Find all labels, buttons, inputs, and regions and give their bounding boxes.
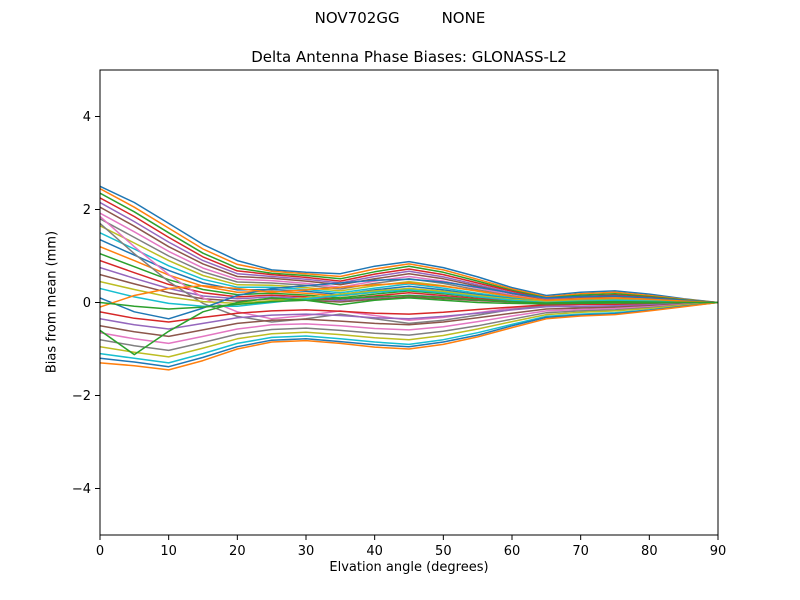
chart-line-line-20	[100, 287, 718, 307]
y-tick-label: 0	[83, 296, 91, 311]
chart-line-line-25	[100, 301, 718, 330]
x-tick-label: 70	[572, 544, 589, 559]
y-tick-label: −4	[72, 482, 91, 497]
chart-line-line-05	[100, 201, 718, 304]
chart-line-line-24	[100, 301, 718, 323]
chart-lines	[100, 185, 718, 371]
x-axis-label: Elvation angle (degrees)	[329, 560, 489, 575]
chart-line-line-31	[100, 301, 718, 368]
chart-line-line-30	[100, 301, 718, 364]
chart-line-line-33	[100, 297, 718, 356]
x-tick-label: 10	[160, 544, 177, 559]
chart-line-line-28	[100, 301, 718, 352]
chart-line-line-02	[100, 187, 718, 304]
figure-title-model: NOV702GG	[314, 9, 400, 27]
chart-line-line-32	[100, 301, 718, 371]
x-tick-label: 20	[229, 544, 246, 559]
chart-line-line-03	[100, 192, 718, 304]
chart-line-line-23	[100, 294, 718, 310]
figure-title-type: NONE	[441, 9, 486, 27]
x-tick-label: 60	[504, 544, 521, 559]
chart-line-line-06	[100, 206, 718, 304]
chart-title: Delta Antenna Phase Biases: GLONASS-L2	[251, 48, 567, 66]
chart-line-line-29	[100, 301, 718, 358]
chart-line-line-04	[100, 197, 718, 304]
x-tick-label: 90	[710, 544, 727, 559]
x-tick-label: 0	[96, 544, 104, 559]
y-tick-label: 4	[83, 110, 91, 125]
x-tick-label: 50	[435, 544, 452, 559]
chart-line-line-26	[100, 301, 718, 338]
chart-line-line-22	[100, 282, 718, 308]
x-tick-label: 40	[366, 544, 383, 559]
y-axis-label: Bias from mean (mm)	[44, 230, 60, 374]
y-tick-label: −2	[72, 389, 91, 404]
chart-line-line-01	[100, 185, 718, 304]
figure-title: NOV702GG NONE	[0, 9, 800, 27]
x-tick-label: 30	[298, 544, 315, 559]
y-tick-label: 2	[83, 203, 91, 218]
chart-line-line-21	[100, 278, 718, 320]
x-tick-label: 80	[641, 544, 658, 559]
chart-line-line-27	[100, 301, 718, 345]
